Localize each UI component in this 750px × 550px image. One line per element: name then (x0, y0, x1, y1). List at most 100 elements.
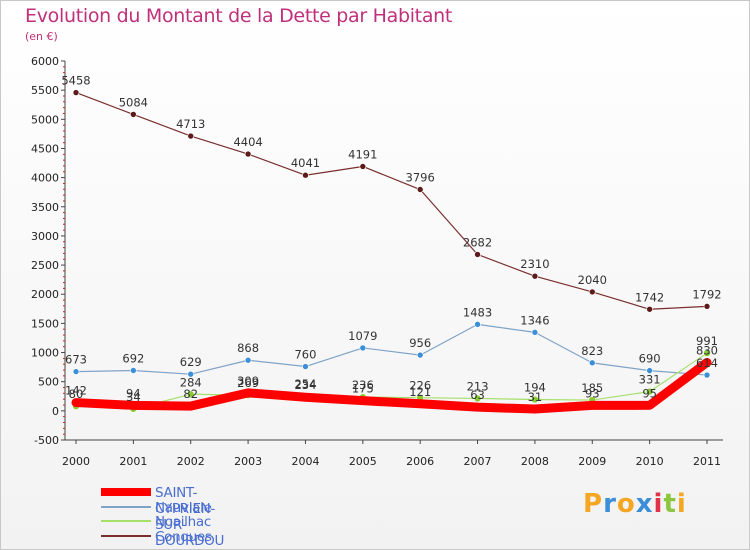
data-label-saint-cyprien-sur-dourdou: 95 (642, 386, 657, 400)
y-tick-label: 0 (52, 405, 59, 418)
x-tick-label: 2005 (349, 455, 377, 468)
data-label-saint-cyprien-sur-dourdou: 82 (183, 387, 198, 401)
data-point-conques (359, 163, 367, 170)
legend-swatch (101, 534, 151, 537)
legend-label: Conques (155, 528, 212, 545)
data-label-saint-cyprien-sur-dourdou: 31 (528, 390, 543, 404)
legend-label: SAINT-CYPRIEN-SUR-DOURDOU (155, 485, 225, 549)
series-line-saint-cyprien-sur-dourdou (71, 357, 712, 414)
data-label-noailhac: 269 (237, 376, 259, 390)
data-label-noailhac: 34 (126, 390, 141, 404)
data-label-saint-cyprien-sur-dourdou: 121 (409, 385, 431, 399)
data-label-saint-cyprien-sur-dourdou: 309 (237, 374, 259, 388)
y-tick-label: 6000 (31, 55, 59, 68)
data-point-noailhac (703, 349, 711, 357)
data-label-nauviale: 760 (294, 348, 316, 362)
data-label-nauviale: 823 (581, 344, 603, 358)
y-tick-label: 3500 (31, 201, 59, 214)
y-tick-label: -500 (34, 434, 59, 447)
y-tick-label: 2500 (31, 259, 59, 272)
data-point-conques (474, 251, 481, 258)
brand-letter: o (616, 489, 636, 519)
series-line-conques (75, 92, 708, 310)
data-point-nauviale (359, 344, 367, 352)
series-line-noailhac (75, 352, 708, 410)
data-point-nauviale (588, 359, 596, 367)
y-tick-label: 1000 (31, 347, 59, 360)
data-point-saint-cyprien-sur-dourdou (588, 401, 597, 410)
chart-subtitle: (en €) (25, 30, 58, 43)
data-point-nauviale (474, 321, 481, 328)
data-point-saint-cyprien-sur-dourdou (645, 401, 654, 410)
data-label-nauviale: 690 (639, 352, 661, 366)
data-label-noailhac: 194 (524, 381, 546, 395)
x-tick-label: 2002 (177, 455, 205, 468)
y-tick-label: 2000 (31, 288, 59, 301)
y-tick-label: 4000 (31, 172, 59, 185)
data-label-noailhac: 236 (352, 378, 374, 392)
data-point-nauviale (130, 367, 137, 374)
data-point-nauviale (531, 329, 539, 336)
data-point-conques (244, 150, 252, 158)
data-point-nauviale (302, 363, 309, 370)
data-point-conques (531, 272, 539, 280)
data-label-saint-cyprien-sur-dourdou: 142 (65, 384, 87, 398)
data-point-conques (588, 288, 596, 296)
data-label-nauviale: 956 (409, 336, 431, 350)
brand-letter: i (653, 489, 664, 519)
data-label-nauviale: 673 (65, 353, 87, 367)
brand-letter: x (635, 489, 654, 519)
legend-swatch (101, 488, 151, 496)
data-label-conques: 5084 (119, 95, 148, 109)
y-tick-label: 1500 (31, 317, 59, 330)
data-point-nauviale (72, 368, 80, 375)
data-label-noailhac: 80 (69, 387, 84, 401)
x-tick-label: 2001 (119, 455, 147, 468)
data-point-saint-cyprien-sur-dourdou (416, 399, 425, 408)
legend-swatch (101, 505, 151, 508)
data-label-saint-cyprien-sur-dourdou: 830 (696, 343, 718, 357)
data-label-conques: 4713 (176, 117, 205, 131)
data-point-nauviale (416, 351, 424, 359)
x-tick-label: 2011 (693, 455, 721, 468)
data-label-nauviale: 868 (237, 341, 259, 355)
data-label-nauviale: 629 (180, 355, 202, 369)
data-point-saint-cyprien-sur-dourdou (186, 402, 195, 411)
legend-label: Noailhac (155, 514, 211, 530)
data-point-nauviale (703, 371, 711, 379)
data-label-nauviale: 1483 (463, 305, 492, 319)
data-point-noailhac (531, 395, 539, 404)
data-point-conques (187, 132, 195, 140)
data-label-saint-cyprien-sur-dourdou: 63 (470, 388, 485, 402)
data-point-saint-cyprien-sur-dourdou (72, 398, 80, 407)
brand-letter: t (663, 489, 677, 519)
data-label-noailhac: 213 (467, 379, 489, 393)
data-label-conques: 2682 (463, 235, 492, 249)
data-label-conques: 4041 (291, 156, 320, 170)
data-label-noailhac: 991 (696, 334, 718, 348)
data-point-noailhac (186, 390, 195, 399)
data-point-noailhac (645, 387, 654, 396)
data-point-nauviale (646, 367, 653, 374)
data-point-saint-cyprien-sur-dourdou (301, 393, 310, 402)
data-label-noailhac: 284 (180, 375, 202, 389)
data-point-saint-cyprien-sur-dourdou (244, 388, 253, 397)
y-tick-label: 3000 (31, 230, 59, 243)
data-label-saint-cyprien-sur-dourdou: 175 (352, 382, 374, 396)
data-point-conques (72, 89, 80, 96)
data-label-saint-cyprien-sur-dourdou: 93 (585, 386, 600, 400)
data-point-saint-cyprien-sur-dourdou (703, 358, 711, 367)
chart-title: Evolution du Montant de la Dette par Hab… (25, 5, 453, 27)
data-label-nauviale: 1346 (520, 313, 549, 327)
y-tick-label: 5500 (31, 84, 59, 97)
data-point-conques (703, 303, 711, 310)
data-label-noailhac: 254 (294, 377, 316, 391)
x-tick-label: 2004 (291, 455, 319, 468)
data-label-conques: 3796 (406, 171, 435, 185)
data-point-nauviale (187, 370, 195, 378)
brand-letter: r (603, 489, 617, 519)
data-label-noailhac: 226 (409, 379, 431, 393)
data-label-noailhac: 185 (581, 381, 603, 395)
